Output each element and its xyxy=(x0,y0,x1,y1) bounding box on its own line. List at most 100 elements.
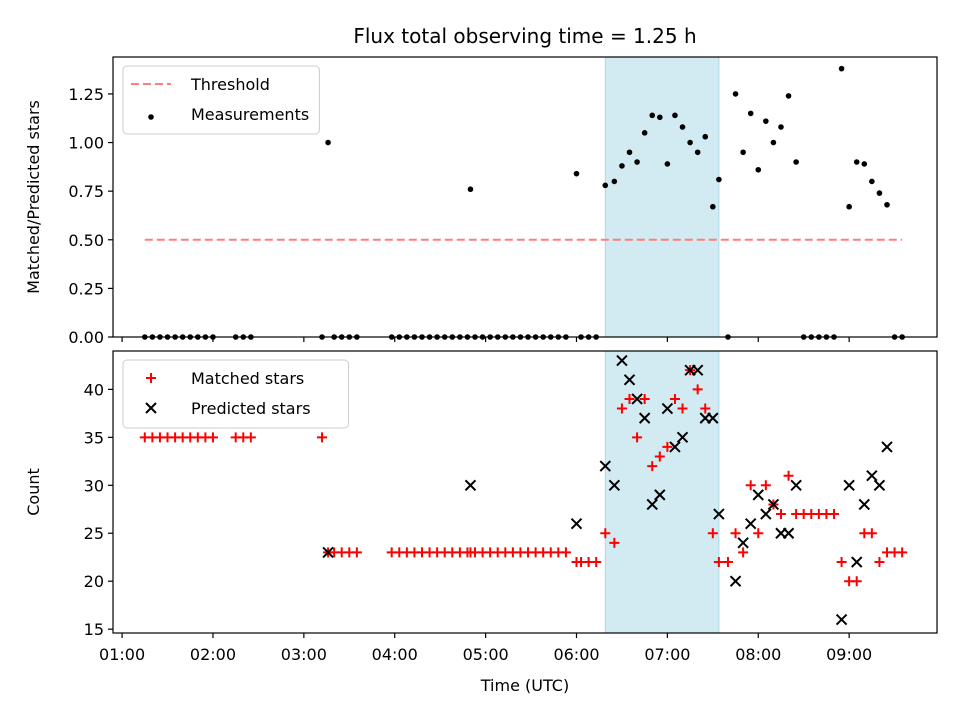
matched-star-marker xyxy=(730,528,741,539)
matched-star-marker xyxy=(783,470,794,481)
predicted-star-marker xyxy=(858,498,871,511)
y-tick-label: 40 xyxy=(84,380,104,399)
predicted-star-marker xyxy=(661,402,674,415)
measurement-point xyxy=(602,182,609,189)
top-panel: 0.00 0.25 0.50 0.75 1.00 1.25 Matched/Predicte… xyxy=(24,56,938,347)
y-tick-label: 20 xyxy=(84,572,104,591)
measurement-point xyxy=(785,93,792,99)
matched-star-marker xyxy=(829,509,839,520)
matched-star-marker xyxy=(317,432,328,443)
predicted-star-marker xyxy=(623,374,636,386)
predicted-star-marker xyxy=(729,575,742,587)
predicted-star-marker xyxy=(790,479,802,491)
matched-star-marker xyxy=(245,432,256,443)
x-tick-label: 06:00 xyxy=(553,645,599,664)
predicted-star-marker xyxy=(464,479,477,491)
measurement-point xyxy=(634,159,640,165)
predicted-star-marker xyxy=(873,479,886,491)
predicted-star-marker xyxy=(570,517,583,530)
matched-star-marker xyxy=(760,480,771,491)
predicted-star-marker xyxy=(752,489,764,501)
measurement-point xyxy=(716,176,722,183)
measurement-point xyxy=(467,186,474,193)
measurement-point xyxy=(702,133,709,140)
matched-star-marker xyxy=(616,403,627,414)
x-tick-label: 08:00 xyxy=(735,645,781,664)
measurement-point xyxy=(861,161,868,167)
matched-star-marker xyxy=(874,557,885,568)
measurement-point xyxy=(770,139,777,146)
matched-star-marker xyxy=(775,509,786,520)
matched-star-marker xyxy=(600,528,611,539)
y-tick-label: 1.25 xyxy=(68,85,104,104)
x-tick-label: 07:00 xyxy=(644,645,690,664)
measurement-point xyxy=(755,166,762,173)
matched-star-marker xyxy=(669,393,680,404)
measurement-point xyxy=(869,178,875,185)
legend-label: Threshold xyxy=(190,75,270,94)
predicted-star-marker xyxy=(760,508,772,520)
y-axis-title: Matched/Predicted stars xyxy=(24,100,43,294)
matched-star-marker xyxy=(639,393,650,404)
predicted-star-marker xyxy=(654,489,666,501)
matched-star-marker xyxy=(632,432,643,443)
measurement-point xyxy=(649,112,656,119)
y-tick-label: 15 xyxy=(84,620,104,639)
matched-star-marker xyxy=(745,480,756,491)
x-tick-label: 04:00 xyxy=(372,645,418,664)
measurement-point xyxy=(657,114,663,121)
measurement-point xyxy=(732,91,739,97)
matched-star-marker xyxy=(836,557,847,568)
matched-star-marker xyxy=(897,547,908,558)
matched-star-marker xyxy=(851,576,862,587)
matched-star-marker xyxy=(677,403,688,414)
legend-matched-swatch xyxy=(146,373,156,383)
measurement-point xyxy=(573,170,580,177)
predicted-star-marker xyxy=(782,527,795,539)
predicted-star-marker xyxy=(767,498,780,511)
plot-frame xyxy=(112,56,938,338)
chart-title: Flux total observing time = 1.25 h xyxy=(353,24,696,48)
predicted-star-marker xyxy=(851,556,863,568)
y-tick-label: 0.50 xyxy=(68,231,104,250)
legend-box xyxy=(122,359,349,429)
predicted-star-marker xyxy=(707,412,719,424)
legend-label: Matched stars xyxy=(191,369,304,388)
matched-star-marker xyxy=(700,403,711,414)
legend-label: Measurements xyxy=(191,105,309,124)
y-tick-label: 0.75 xyxy=(68,182,104,201)
predicted-star-marker xyxy=(608,479,621,491)
predicted-star-marker xyxy=(646,498,658,511)
predicted-star-marker xyxy=(669,441,681,453)
matched-star-marker xyxy=(609,537,620,548)
predicted-star-marker xyxy=(843,479,855,491)
matched-star-marker xyxy=(692,384,703,395)
predicted-star-marker xyxy=(616,354,628,367)
matched-star-marker xyxy=(351,547,362,558)
measurement-point xyxy=(747,110,754,117)
x-tick-label: 05:00 xyxy=(463,645,509,664)
predicted-star-marker xyxy=(713,508,725,520)
legend-label: Predicted stars xyxy=(191,399,311,418)
measurement-point xyxy=(710,203,716,210)
matched-star-marker xyxy=(738,547,749,558)
matched-star-marker xyxy=(624,393,635,404)
matched-star-marker xyxy=(662,441,673,452)
measurement-point xyxy=(325,139,331,146)
y-tick-label: 35 xyxy=(84,428,104,447)
predicted-star-marker xyxy=(599,460,611,472)
matched-star-marker xyxy=(753,528,764,539)
predicted-star-marker xyxy=(676,431,689,444)
matched-star-marker xyxy=(207,432,218,443)
measurement-point xyxy=(740,149,746,156)
measurement-point xyxy=(672,112,678,119)
measurement-point xyxy=(853,159,860,165)
measurement-point xyxy=(694,149,701,156)
measurement-point xyxy=(876,190,883,196)
legend-measurement-swatch xyxy=(148,114,154,120)
measurement-point xyxy=(626,149,633,156)
y-tick-label: 1.00 xyxy=(68,134,104,153)
x-tick-label: 09:00 xyxy=(826,645,872,664)
y-tick-label: 30 xyxy=(84,476,104,495)
